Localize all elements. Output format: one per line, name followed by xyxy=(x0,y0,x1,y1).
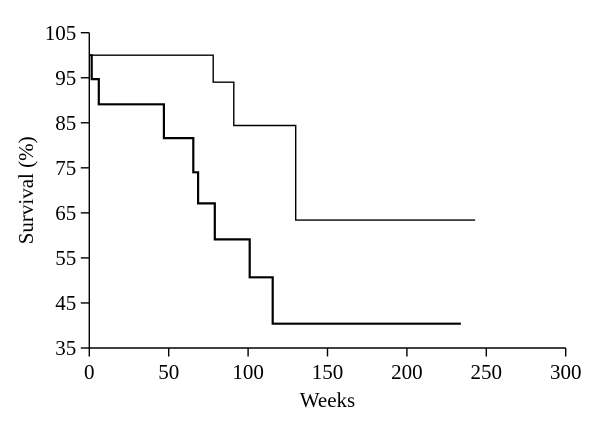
x-tick-label: 100 xyxy=(232,360,264,384)
y-tick-label: 35 xyxy=(55,336,76,360)
x-tick-label: 50 xyxy=(158,360,179,384)
axes xyxy=(88,32,566,349)
y-tick-label: 75 xyxy=(55,156,76,180)
x-tick-label: 250 xyxy=(471,360,503,384)
x-tick-label: 300 xyxy=(550,360,582,384)
y-tick-label: 95 xyxy=(55,66,76,90)
y-tick-label: 85 xyxy=(55,111,76,135)
x-tick-label: 200 xyxy=(391,360,423,384)
series-upper-curve xyxy=(89,54,476,221)
y-tick-label: 45 xyxy=(55,291,76,315)
y-axis-label: Survival (%) xyxy=(14,136,38,244)
x-tick-label: 0 xyxy=(84,360,95,384)
series-lower-curve xyxy=(89,54,461,325)
x-axis-label: Weeks xyxy=(300,388,355,412)
y-tick-label: 55 xyxy=(55,246,76,270)
x-tick-label: 150 xyxy=(312,360,344,384)
y-tick-label: 65 xyxy=(55,201,76,225)
y-tick-label: 105 xyxy=(45,21,77,45)
